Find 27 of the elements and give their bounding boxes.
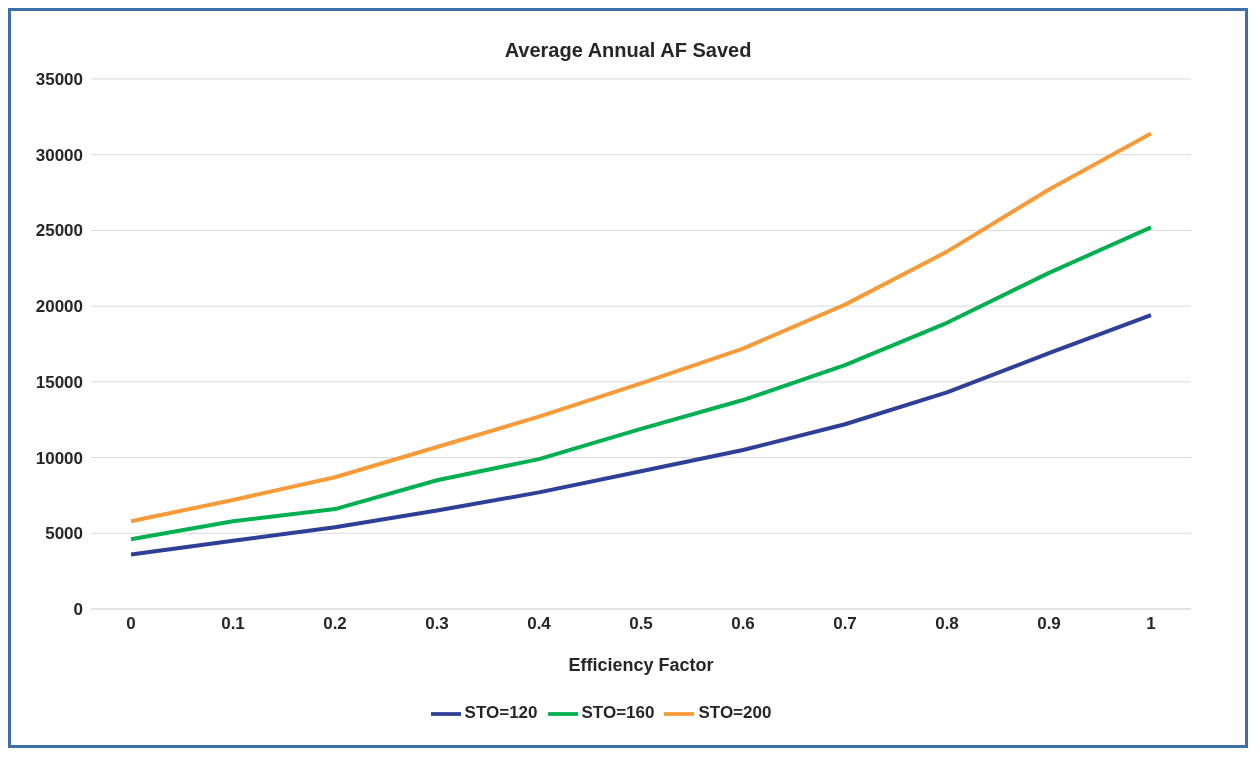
line-series bbox=[129, 131, 1153, 524]
legend-label: STO=160 bbox=[581, 703, 655, 723]
x-tick-label: 0.7 bbox=[833, 614, 857, 634]
x-tick-label: 0.1 bbox=[221, 614, 245, 634]
y-tick-label: 15000 bbox=[35, 372, 83, 392]
x-tick-label: 1 bbox=[1146, 614, 1156, 634]
x-tick-label: 0.4 bbox=[527, 614, 552, 634]
y-tick-label: 20000 bbox=[35, 297, 83, 317]
x-tick-label: 0.5 bbox=[629, 614, 653, 634]
y-tick-label: 10000 bbox=[35, 448, 83, 468]
x-tick-label: 0.9 bbox=[1037, 614, 1061, 634]
x-tick-label: 0.8 bbox=[935, 614, 959, 634]
x-tick-label: 0.2 bbox=[323, 614, 347, 634]
line-series bbox=[129, 313, 1153, 557]
y-tick-label: 0 bbox=[73, 600, 83, 620]
x-tick-label: 0 bbox=[126, 614, 136, 634]
chart-title: Average Annual AF Saved bbox=[503, 38, 753, 63]
legend-label: STO=120 bbox=[464, 703, 538, 723]
y-tick-label: 30000 bbox=[35, 145, 83, 165]
x-tick-label: 0.6 bbox=[731, 614, 755, 634]
y-tick-label: 5000 bbox=[45, 524, 83, 544]
x-tick-label: 0.3 bbox=[425, 614, 449, 634]
y-tick-label: 25000 bbox=[35, 221, 83, 241]
y-tick-label: 35000 bbox=[35, 70, 83, 90]
legend-label: STO=200 bbox=[698, 703, 772, 723]
x-axis-title: Efficiency Factor bbox=[568, 655, 714, 675]
line-series bbox=[129, 225, 1153, 542]
